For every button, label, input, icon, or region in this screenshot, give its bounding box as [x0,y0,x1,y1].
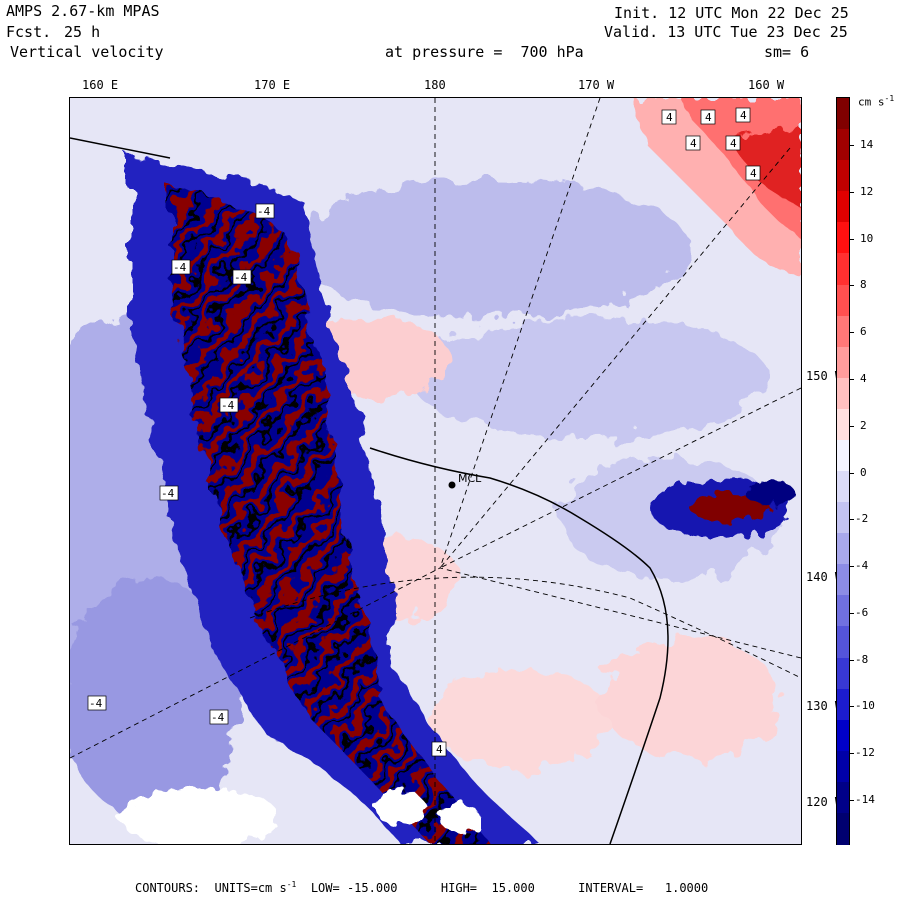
valid-time: Valid. 13 UTC Tue 23 Dec 25 [604,23,848,41]
colorbar-label: 12 [860,184,874,198]
colorbar-label: 2 [860,418,867,432]
lon-label-170w: 170 W [578,78,615,92]
contour-label: 4 [730,137,737,150]
colorbar-segment [837,657,849,690]
low-value: LOW= -15.000 [310,881,398,895]
colorbar-label: -6 [855,605,869,619]
colorbar-tick [850,519,854,521]
colorbar-segment [837,408,849,441]
colorbar-tick [850,425,854,427]
interval-value: INTERVAL= 1.0000 [578,881,709,895]
model-title: AMPS 2.67-km MPAS [6,2,160,20]
contour-label: 4 [666,111,673,124]
contour-label: -4 [211,711,225,724]
colorbar-segment [837,626,849,659]
colorbar-segment [837,315,849,348]
colorbar-tick [850,612,854,614]
contour-label: 4 [436,743,443,756]
colorbar-tick [850,332,854,334]
colorbar-label: -8 [855,652,869,666]
forecast-value: 25 h [64,23,101,41]
colorbar-tick [850,191,854,193]
colorbar-tick [850,659,854,661]
colorbar-tick [850,285,854,287]
colorbar-tick [850,472,854,474]
colorbar-tick [850,378,854,380]
station-label: MCL [458,472,482,485]
contour-label: -4 [161,487,175,500]
colorbar-label: 8 [860,278,867,292]
colorbar-segment [837,502,849,534]
colorbar-label: -10 [855,699,875,713]
colorbar-label: 6 [860,325,867,339]
colorbar-tick [850,145,854,146]
lon-label-180: 180 [424,78,446,92]
colorbar-segment [837,595,849,627]
colorbar-tick [850,566,854,568]
contour-label: -4 [221,399,235,412]
colorbar-label: 10 [860,231,874,245]
graticule [70,98,801,844]
colorbar-label: 4 [860,371,867,385]
init-time: Init. 12 UTC Mon 22 Dec 25 [614,4,849,22]
station-marker [448,481,456,489]
forecast-label: Fcst. [6,23,52,41]
contour-label: -4 [173,261,187,274]
field-name: Vertical velocity [10,43,164,61]
colorbar-segment [837,191,849,223]
colorbar-label: 14 [860,138,874,151]
colorbar-segment [837,377,849,410]
colorbar-segment [837,98,849,130]
contour-label: -4 [257,205,271,218]
contour-label: 4 [750,167,757,180]
footer: CONTOURS: UNITS=cm s-1 LOW= -15.000 HIGH… [135,880,709,895]
colorbar-segment [837,253,849,286]
colorbar-tick [850,800,854,801]
colorbar-segment [837,719,849,752]
colorbar-segment [837,160,849,192]
lon-label-160e: 160 E [82,78,119,92]
contour-labels: 4 4 4 4 4 4 -4 -4 -4 -4 -4 -4 -4 [87,107,761,757]
colorbar-label: -12 [855,746,875,760]
contour-label: 4 [690,137,697,150]
contour-label: -4 [234,271,248,284]
colorbar-segment [837,346,849,379]
contour-label: 4 [705,111,712,124]
colorbar-segment [837,812,849,845]
colorbar-segment [837,564,849,596]
pressure-level: at pressure = 700 hPa [385,43,584,61]
lon-label-160w: 160 W [748,78,785,92]
colorbar-label: -2 [855,512,869,526]
vertical-velocity-field: MCL 4 4 4 4 4 4 -4 -4 -4 -4 -4 -4 [70,98,801,844]
colorbar-segment [837,222,849,254]
high-value: HIGH= 15.000 [440,881,535,895]
units-text: UNITS=cm s [214,881,287,895]
contour-label: 4 [740,109,747,122]
colorbar-segment [837,471,849,503]
colorbar [836,97,850,845]
colorbar-segment [837,129,849,161]
colorbar-tick [850,753,854,755]
colorbar-segment [837,688,849,721]
colorbar-units: cm s-1 [858,94,895,109]
colorbar-segment [837,533,849,565]
map-panel: MCL 4 4 4 4 4 4 -4 -4 -4 -4 -4 -4 [69,97,802,845]
contours-label: CONTOURS: [135,881,201,895]
colorbar-label: -14 [855,793,875,806]
colorbar-label: -4 [855,559,869,573]
colorbar-segment [837,750,849,783]
colorbar-tick [850,238,854,240]
contour-label: -4 [89,697,103,710]
colorbar-tick [850,706,854,708]
lon-label-170e: 170 E [254,78,291,92]
colorbar-segment [837,284,849,317]
colorbar-segment [837,439,849,472]
smoothing-label: sm= 6 [764,43,810,61]
colorbar-label: 0 [860,465,867,479]
colorbar-segment [837,781,849,814]
